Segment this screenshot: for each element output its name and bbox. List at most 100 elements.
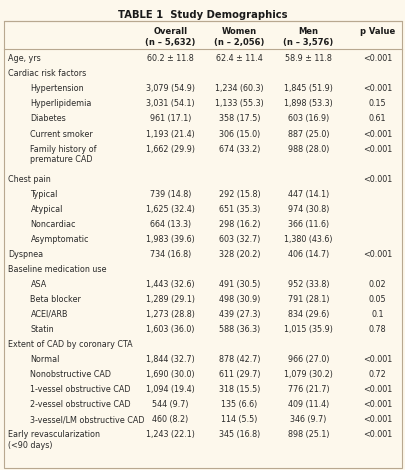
Text: 1,983 (39.6): 1,983 (39.6) [146, 235, 194, 244]
Text: 498 (30.9): 498 (30.9) [218, 295, 260, 304]
Text: <0.001: <0.001 [362, 400, 391, 409]
Text: 0.1: 0.1 [371, 310, 383, 319]
Text: 135 (6.6): 135 (6.6) [221, 400, 257, 409]
Text: 318 (15.5): 318 (15.5) [218, 385, 260, 394]
Text: 3-vessel/LM obstructive CAD: 3-vessel/LM obstructive CAD [30, 415, 145, 424]
Text: 406 (14.7): 406 (14.7) [287, 250, 328, 259]
Text: 776 (21.7): 776 (21.7) [287, 385, 328, 394]
Text: <0.001: <0.001 [362, 385, 391, 394]
Text: 1,243 (22.1): 1,243 (22.1) [146, 431, 194, 439]
Text: Noncardiac: Noncardiac [30, 220, 76, 229]
Text: 588 (36.3): 588 (36.3) [218, 325, 260, 334]
Text: 961 (17.1): 961 (17.1) [149, 115, 191, 124]
Text: Dyspnea: Dyspnea [8, 250, 43, 259]
Text: 0.61: 0.61 [368, 115, 386, 124]
Text: Overall
(n – 5,632): Overall (n – 5,632) [145, 27, 195, 47]
Text: 544 (9.7): 544 (9.7) [152, 400, 188, 409]
Text: Atypical: Atypical [30, 205, 63, 214]
Text: 1,844 (32.7): 1,844 (32.7) [146, 355, 194, 364]
Text: Beta blocker: Beta blocker [30, 295, 81, 304]
Text: 1-vessel obstructive CAD: 1-vessel obstructive CAD [30, 385, 131, 394]
Text: 1,690 (30.0): 1,690 (30.0) [146, 370, 194, 379]
Text: Women
(n – 2,056): Women (n – 2,056) [214, 27, 264, 47]
Text: Men
(n – 3,576): Men (n – 3,576) [283, 27, 333, 47]
Text: <0.001: <0.001 [362, 355, 391, 364]
Text: 439 (27.3): 439 (27.3) [218, 310, 260, 319]
Text: 0.15: 0.15 [368, 100, 386, 109]
Text: Extent of CAD by coronary CTA: Extent of CAD by coronary CTA [8, 340, 132, 349]
Text: <0.001: <0.001 [362, 250, 391, 259]
Text: 345 (16.8): 345 (16.8) [218, 431, 260, 439]
Text: 887 (25.0): 887 (25.0) [287, 130, 328, 139]
Text: Typical: Typical [30, 190, 58, 199]
Text: Nonobstructive CAD: Nonobstructive CAD [30, 370, 111, 379]
Text: 1,625 (32.4): 1,625 (32.4) [146, 205, 194, 214]
Text: 3,079 (54.9): 3,079 (54.9) [146, 85, 194, 94]
Text: 0.02: 0.02 [368, 280, 386, 289]
Text: Diabetes: Diabetes [30, 115, 66, 124]
Text: 491 (30.5): 491 (30.5) [218, 280, 260, 289]
Text: 952 (33.8): 952 (33.8) [287, 280, 328, 289]
Text: 1,443 (32.6): 1,443 (32.6) [146, 280, 194, 289]
Text: <0.001: <0.001 [362, 130, 391, 139]
Text: 1,289 (29.1): 1,289 (29.1) [146, 295, 194, 304]
Text: 974 (30.8): 974 (30.8) [287, 205, 328, 214]
Text: 1,380 (43.6): 1,380 (43.6) [284, 235, 332, 244]
Text: Hyperlipidemia: Hyperlipidemia [30, 100, 92, 109]
Text: 298 (16.2): 298 (16.2) [218, 220, 260, 229]
Text: 60.2 ± 11.8: 60.2 ± 11.8 [147, 55, 194, 63]
Text: TABLE 1  Study Demographics: TABLE 1 Study Demographics [118, 10, 287, 20]
Text: <0.001: <0.001 [362, 415, 391, 424]
Text: 460 (8.2): 460 (8.2) [152, 415, 188, 424]
Text: 603 (16.9): 603 (16.9) [287, 115, 328, 124]
Text: ACEI/ARB: ACEI/ARB [30, 310, 68, 319]
Text: 328 (20.2): 328 (20.2) [218, 250, 260, 259]
Text: 358 (17.5): 358 (17.5) [218, 115, 260, 124]
Text: 1,603 (36.0): 1,603 (36.0) [146, 325, 194, 334]
Text: 878 (42.7): 878 (42.7) [218, 355, 260, 364]
Text: 1,234 (60.3): 1,234 (60.3) [215, 85, 263, 94]
Text: <0.001: <0.001 [362, 431, 391, 439]
Text: Asymptomatic: Asymptomatic [30, 235, 89, 244]
Text: 1,015 (35.9): 1,015 (35.9) [284, 325, 332, 334]
Text: 1,193 (21.4): 1,193 (21.4) [146, 130, 194, 139]
Text: Cardiac risk factors: Cardiac risk factors [8, 70, 86, 78]
Text: 674 (33.2): 674 (33.2) [218, 145, 260, 154]
Text: 966 (27.0): 966 (27.0) [287, 355, 328, 364]
Text: 1,898 (53.3): 1,898 (53.3) [284, 100, 332, 109]
Text: 1,662 (29.9): 1,662 (29.9) [146, 145, 194, 154]
Text: 834 (29.6): 834 (29.6) [287, 310, 328, 319]
FancyBboxPatch shape [4, 21, 401, 468]
Text: 447 (14.1): 447 (14.1) [287, 190, 328, 199]
Text: 611 (29.7): 611 (29.7) [218, 370, 260, 379]
Text: Age, yrs: Age, yrs [8, 55, 41, 63]
Text: 1,133 (55.3): 1,133 (55.3) [215, 100, 263, 109]
Text: 898 (25.1): 898 (25.1) [287, 431, 328, 439]
Text: 0.05: 0.05 [368, 295, 386, 304]
Text: 1,079 (30.2): 1,079 (30.2) [284, 370, 332, 379]
Text: 734 (16.8): 734 (16.8) [149, 250, 191, 259]
Text: 292 (15.8): 292 (15.8) [218, 190, 260, 199]
Text: 1,845 (51.9): 1,845 (51.9) [284, 85, 332, 94]
Text: 664 (13.3): 664 (13.3) [149, 220, 191, 229]
Text: Baseline medication use: Baseline medication use [8, 265, 107, 274]
Text: 2-vessel obstructive CAD: 2-vessel obstructive CAD [30, 400, 131, 409]
Text: 988 (28.0): 988 (28.0) [287, 145, 328, 154]
Text: 346 (9.7): 346 (9.7) [290, 415, 326, 424]
Text: <0.001: <0.001 [362, 55, 391, 63]
Text: 739 (14.8): 739 (14.8) [149, 190, 191, 199]
Text: 603 (32.7): 603 (32.7) [218, 235, 260, 244]
Text: Family history of
premature CAD: Family history of premature CAD [30, 145, 97, 164]
Text: Current smoker: Current smoker [30, 130, 93, 139]
Text: 62.4 ± 11.4: 62.4 ± 11.4 [215, 55, 262, 63]
Text: Hypertension: Hypertension [30, 85, 84, 94]
Text: 58.9 ± 11.8: 58.9 ± 11.8 [284, 55, 331, 63]
Text: Early revascularization
(<90 days): Early revascularization (<90 days) [8, 431, 100, 450]
Text: 1,094 (19.4): 1,094 (19.4) [146, 385, 194, 394]
Text: Chest pain: Chest pain [8, 175, 51, 184]
Text: <0.001: <0.001 [362, 175, 391, 184]
Text: 3,031 (54.1): 3,031 (54.1) [146, 100, 194, 109]
Text: 0.72: 0.72 [368, 370, 386, 379]
Text: 306 (15.0): 306 (15.0) [218, 130, 260, 139]
Text: ASA: ASA [30, 280, 47, 289]
